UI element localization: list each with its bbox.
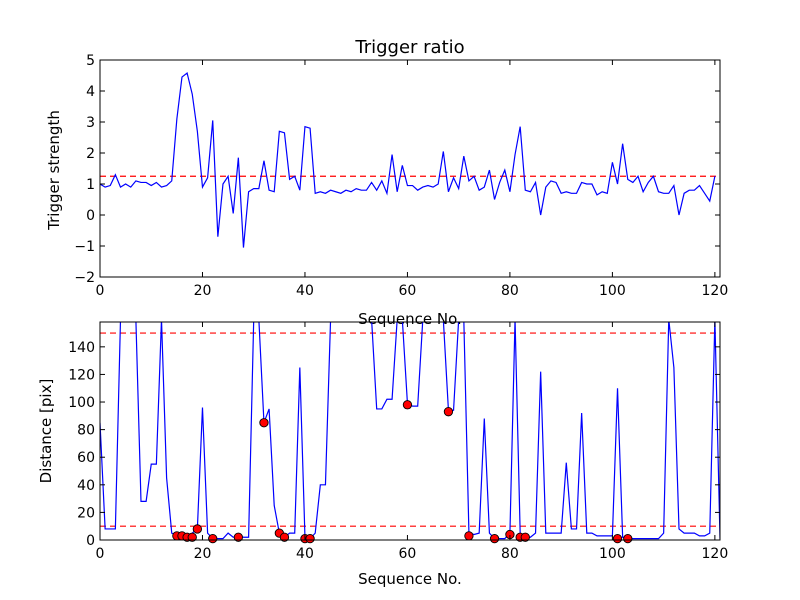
bottom-xtick-label: 120 (702, 546, 729, 562)
top-ytick-label: 0 (86, 208, 95, 224)
bottom-marker-point (612, 533, 623, 544)
top-ytick-label: 1 (86, 177, 95, 193)
bottom-marker-point (259, 418, 269, 428)
top-plot-frame (99, 59, 721, 278)
bottom-marker-point (305, 533, 315, 544)
top-ytick-label: −2 (74, 270, 95, 286)
bottom-ytick-label: 120 (68, 367, 95, 383)
top-ticks: 0 20 40 60 80 100 120 −2 −1 0 1 2 3 4 5 (74, 53, 728, 299)
bottom-marker-point (208, 533, 218, 544)
top-xtick-label: 20 (194, 283, 212, 299)
bottom-series-layer (100, 322, 720, 544)
top-title: Trigger ratio (354, 37, 464, 58)
bottom-ticks: 0 20 40 60 80 100 120 0 20 40 60 80 100 120 140 (68, 322, 728, 562)
bottom-ytick-label: 0 (86, 533, 95, 549)
top-xtick-label: 120 (702, 283, 729, 299)
bottom-marker-point (233, 532, 243, 542)
top-ytick-label: −1 (74, 239, 95, 255)
bottom-xtick-label: 20 (194, 546, 212, 562)
bottom-subplot: 0 20 40 60 80 100 120 0 20 40 60 80 100 120 140 Sequen… (37, 321, 728, 588)
top-ytick-label: 2 (86, 146, 95, 162)
bottom-xtick-label: 100 (599, 546, 626, 562)
top-xtick-label: 0 (96, 283, 105, 299)
top-ytick-label: 3 (86, 115, 95, 131)
top-ytick-label: 4 (86, 84, 95, 100)
bottom-xtick-label: 80 (501, 546, 519, 562)
top-ylabel: Trigger strength (45, 110, 63, 231)
bottom-threshold-layer (100, 332, 720, 527)
bottom-ytick-label: 100 (68, 395, 95, 411)
top-xtick-label: 80 (501, 283, 519, 299)
bottom-marker-point (402, 400, 413, 410)
top-xlabel: Sequence No. (358, 310, 462, 328)
bottom-marker-point (489, 533, 500, 544)
bottom-xlabel: Sequence No. (358, 570, 462, 588)
bottom-plot-frame (99, 321, 721, 541)
bottom-ytick-label: 80 (77, 423, 95, 439)
bottom-marker-point (443, 407, 454, 417)
bottom-ylabel: Distance [pix] (37, 379, 55, 484)
bottom-marker-point (623, 533, 633, 544)
top-xtick-label: 40 (296, 283, 314, 299)
top-xtick-label: 60 (399, 283, 417, 299)
top-series-layer (100, 71, 716, 248)
bottom-xtick-label: 60 (399, 546, 417, 562)
bottom-ytick-label: 60 (77, 450, 95, 466)
bottom-xtick-label: 0 (96, 546, 105, 562)
bottom-xtick-label: 40 (296, 546, 314, 562)
top-xtick-label: 100 (599, 283, 626, 299)
top-subplot: Trigger ratio 0 20 40 60 80 100 120−2−1012345 … (45, 37, 728, 328)
bottom-series-line (100, 322, 720, 540)
bottom-marker-point (187, 532, 197, 542)
bottom-ytick-label: 20 (77, 505, 95, 521)
bottom-ytick-label: 140 (68, 340, 95, 356)
top-ytick-label: 5 (86, 53, 95, 69)
bottom-marker-point (464, 531, 474, 541)
bottom-marker-point (279, 532, 290, 542)
bottom-marker-point (520, 532, 530, 542)
bottom-ytick-label: 40 (77, 478, 95, 494)
bottom-marker-point (192, 524, 203, 534)
top-series-line (100, 71, 716, 248)
